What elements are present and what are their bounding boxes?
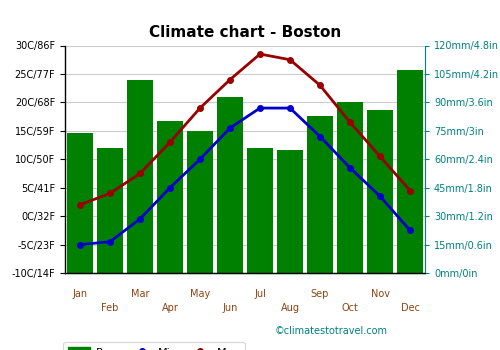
Text: Jul: Jul <box>254 289 266 299</box>
Text: Nov: Nov <box>370 289 390 299</box>
Text: Mar: Mar <box>131 289 149 299</box>
Text: Dec: Dec <box>400 303 419 313</box>
Text: Jan: Jan <box>72 289 88 299</box>
Legend: Prec, Min, Max: Prec, Min, Max <box>64 342 244 350</box>
Bar <box>67 133 93 273</box>
Text: Feb: Feb <box>102 303 118 313</box>
Bar <box>187 131 213 273</box>
Text: Apr: Apr <box>162 303 178 313</box>
Bar <box>217 97 243 273</box>
Text: Aug: Aug <box>280 303 299 313</box>
Bar <box>337 102 363 273</box>
Bar <box>277 150 303 273</box>
Bar <box>97 148 123 273</box>
Text: ©climatestotravel.com: ©climatestotravel.com <box>275 326 388 336</box>
Bar <box>157 121 183 273</box>
Bar <box>127 80 153 273</box>
Text: Oct: Oct <box>342 303 358 313</box>
Bar <box>367 110 393 273</box>
Bar <box>247 148 273 273</box>
Text: May: May <box>190 289 210 299</box>
Text: Sep: Sep <box>311 289 329 299</box>
Bar <box>397 70 423 273</box>
Bar <box>307 116 333 273</box>
Title: Climate chart - Boston: Climate chart - Boston <box>149 25 341 40</box>
Text: Jun: Jun <box>222 303 238 313</box>
